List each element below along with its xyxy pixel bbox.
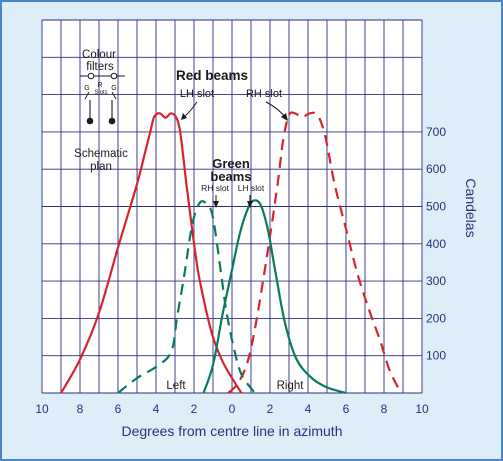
series-group	[60, 111, 403, 395]
green-beam-solid-line	[202, 199, 347, 395]
green-beams-title-line2: beams	[210, 169, 251, 184]
y-tick-label: 200	[426, 311, 446, 325]
slot-letter: G	[84, 85, 89, 92]
filter-node	[87, 72, 95, 80]
y-tick-labels: 100 200 300 400 500 600 700	[426, 125, 446, 363]
x-tick-label: 2	[267, 402, 274, 416]
green-beams-annotation: Green beams RH slot LH slot	[201, 156, 265, 208]
schematic-arrow	[111, 91, 117, 100]
colour-filters-label-line1: Colour	[82, 49, 116, 61]
x-tick-label: 6	[343, 402, 350, 416]
left-label: Left	[166, 380, 186, 392]
filter-node	[110, 72, 118, 80]
y-axis-label: Candelas	[463, 178, 479, 237]
schematic-arrow	[84, 91, 90, 100]
y-tick-label: 600	[426, 162, 446, 176]
y-tick-label: 100	[426, 349, 446, 363]
green-beams-title-line1: Green	[212, 156, 250, 171]
slot-letter: R	[97, 82, 102, 89]
y-tick-label: 400	[426, 237, 446, 251]
red-rh-slot-label: RH slot	[246, 88, 282, 100]
y-tick-label: 300	[426, 274, 446, 288]
x-tick-label: 4	[153, 402, 160, 416]
slots-label: Slots	[94, 90, 107, 96]
grid	[41, 19, 423, 394]
green-rh-arrowhead	[213, 201, 219, 208]
slot-letter: G	[111, 85, 116, 92]
x-tick-label: 4	[305, 402, 312, 416]
x-tick-label: 10	[35, 402, 49, 416]
red-beam-solid-line	[60, 112, 243, 394]
schematic-label-line1: Schematic	[74, 148, 128, 160]
x-tick-labels: 10 8 6 4 2 0 2 4 6 8 10	[35, 402, 429, 416]
red-lh-arrowhead	[181, 113, 187, 120]
x-tick-label: 2	[191, 402, 198, 416]
y-tick-label: 700	[426, 125, 446, 139]
red-beams-title: Red beams	[176, 68, 248, 83]
schematic-inset: Colour filters G R G Slots Schematic pla…	[74, 49, 128, 173]
red-lh-slot-label: LH slot	[180, 88, 214, 100]
schematic-label-line2: plan	[90, 161, 112, 173]
green-beam-dashed-line	[117, 200, 256, 394]
green-lh-arrowhead	[247, 201, 253, 208]
x-axis-label: Degrees from centre line in azimuth	[122, 423, 343, 439]
red-beam-dashed-line	[227, 111, 403, 394]
schematic-lamp	[108, 117, 116, 125]
x-tick-label: 10	[415, 402, 429, 416]
colour-filters-label-line2: filters	[86, 61, 114, 73]
red-beams-annotation: Red beams LH slot RH slot	[176, 68, 288, 121]
green-lh-slot-label: LH slot	[238, 183, 265, 193]
red-rh-arrowhead	[281, 113, 288, 121]
x-tick-label: 8	[77, 402, 84, 416]
right-label: Right	[277, 380, 305, 392]
schematic-lamp	[86, 117, 94, 125]
y-tick-label: 500	[426, 200, 446, 214]
x-tick-label: 6	[115, 402, 122, 416]
x-tick-label: 8	[381, 402, 388, 416]
x-tick-label: 0	[229, 402, 236, 416]
green-rh-slot-label: RH slot	[201, 183, 230, 193]
